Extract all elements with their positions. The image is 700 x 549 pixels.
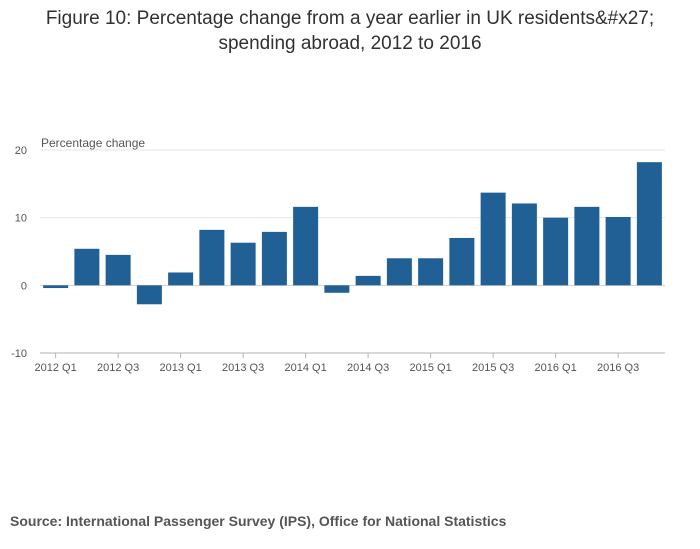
x-tick-label: 2015 Q3 [472, 362, 514, 374]
chart-title-line-2: spending abroad, 2012 to 2016 [218, 33, 482, 54]
bar[interactable] [543, 217, 569, 286]
y-axis-label: Percentage change [41, 136, 145, 150]
bar[interactable] [136, 285, 162, 305]
y-tick-label: -10 [11, 348, 27, 360]
bar[interactable] [480, 192, 506, 286]
bar[interactable] [105, 254, 131, 286]
bar[interactable] [418, 258, 444, 286]
x-tick-label: 2016 Q1 [535, 362, 577, 374]
bar[interactable] [574, 206, 600, 286]
y-tick-label: 0 [21, 280, 27, 292]
x-tick-label: 2014 Q1 [285, 362, 327, 374]
bar[interactable] [324, 285, 350, 293]
x-tick-label: 2016 Q3 [597, 362, 639, 374]
x-tick-label: 2012 Q3 [97, 362, 139, 374]
axes: 20 10 0 -10 2012 Q1 2012 Q3 2013 Q1 2013 Q3 2014… [11, 145, 665, 374]
x-tick-label: 2015 Q1 [410, 362, 452, 374]
bar[interactable] [230, 242, 256, 286]
gridlines [40, 149, 665, 286]
bar[interactable] [636, 162, 662, 286]
bar[interactable] [386, 258, 412, 286]
x-tick-label: 2013 Q1 [160, 362, 202, 374]
bar[interactable] [199, 229, 225, 286]
bar[interactable] [449, 237, 475, 286]
y-tick-label: 10 [15, 213, 27, 225]
x-tick-label: 2014 Q3 [347, 362, 389, 374]
bar[interactable] [355, 275, 381, 286]
chart-title: Figure 10: Percentage change from a year… [0, 6, 700, 56]
bar[interactable] [293, 206, 319, 286]
bar[interactable] [74, 248, 100, 286]
bar[interactable] [43, 285, 69, 289]
bars [43, 162, 662, 305]
y-tick-label: 20 [15, 145, 27, 157]
x-tick-label: 2013 Q3 [222, 362, 264, 374]
bar[interactable] [605, 216, 631, 286]
bar[interactable] [261, 231, 287, 286]
bar[interactable] [168, 272, 194, 286]
chart-title-line-1: Figure 10: Percentage change from a year… [45, 8, 655, 29]
bar[interactable] [511, 203, 537, 286]
x-tick-label: 2012 Q1 [35, 362, 77, 374]
source-note: Source: International Passenger Survey (… [10, 513, 507, 529]
